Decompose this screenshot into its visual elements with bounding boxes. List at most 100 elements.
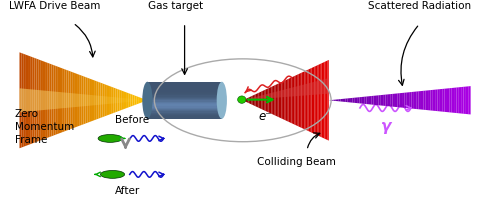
Polygon shape [118, 97, 120, 103]
Bar [147, 110, 222, 111]
Polygon shape [307, 69, 308, 131]
Polygon shape [321, 80, 323, 94]
Polygon shape [124, 98, 126, 102]
Polygon shape [276, 84, 277, 116]
Polygon shape [77, 74, 79, 127]
Polygon shape [447, 88, 449, 112]
Polygon shape [263, 90, 264, 110]
Polygon shape [30, 89, 32, 111]
Polygon shape [271, 86, 273, 114]
Polygon shape [279, 91, 280, 97]
Polygon shape [362, 97, 364, 104]
Polygon shape [64, 92, 67, 108]
Polygon shape [310, 68, 311, 133]
Polygon shape [295, 75, 296, 125]
Polygon shape [67, 93, 68, 108]
Polygon shape [109, 97, 111, 104]
Bar [147, 84, 222, 85]
Polygon shape [371, 96, 374, 105]
Polygon shape [43, 90, 45, 110]
Text: Before: Before [115, 115, 149, 125]
Bar [147, 115, 222, 116]
Polygon shape [435, 89, 438, 111]
Polygon shape [407, 92, 409, 108]
Polygon shape [86, 77, 88, 123]
Polygon shape [128, 93, 130, 107]
Polygon shape [400, 93, 402, 108]
Polygon shape [395, 94, 397, 107]
Polygon shape [440, 89, 442, 112]
Polygon shape [319, 64, 320, 136]
Polygon shape [412, 92, 414, 109]
Polygon shape [254, 97, 255, 99]
Polygon shape [81, 94, 83, 106]
Polygon shape [352, 98, 355, 103]
Polygon shape [253, 95, 254, 106]
Polygon shape [338, 99, 341, 101]
Polygon shape [26, 55, 28, 146]
Bar [147, 108, 222, 109]
Polygon shape [286, 79, 287, 121]
Polygon shape [267, 94, 268, 98]
Polygon shape [397, 93, 400, 107]
Polygon shape [423, 91, 426, 110]
Polygon shape [464, 87, 466, 114]
Polygon shape [313, 67, 314, 134]
Polygon shape [56, 66, 58, 135]
Polygon shape [37, 90, 39, 111]
Bar [147, 94, 222, 95]
Polygon shape [71, 93, 73, 107]
Polygon shape [324, 61, 326, 139]
Polygon shape [263, 95, 264, 99]
Polygon shape [126, 98, 128, 102]
Polygon shape [26, 89, 28, 112]
Polygon shape [253, 97, 254, 99]
Polygon shape [381, 95, 383, 106]
Polygon shape [357, 97, 360, 103]
Polygon shape [303, 84, 305, 96]
Polygon shape [103, 96, 105, 104]
Bar [147, 92, 222, 93]
Polygon shape [137, 96, 139, 104]
Polygon shape [264, 90, 266, 111]
Polygon shape [88, 78, 90, 123]
Polygon shape [409, 92, 412, 109]
Polygon shape [303, 71, 305, 129]
Polygon shape [292, 87, 293, 97]
Polygon shape [311, 67, 313, 133]
Polygon shape [290, 77, 292, 123]
Polygon shape [109, 86, 111, 115]
Polygon shape [24, 89, 26, 112]
Polygon shape [58, 67, 60, 134]
Polygon shape [308, 83, 310, 95]
Polygon shape [283, 81, 284, 120]
Polygon shape [316, 81, 317, 95]
Polygon shape [49, 63, 52, 137]
Bar [147, 83, 222, 84]
Polygon shape [343, 99, 345, 102]
Polygon shape [261, 95, 263, 99]
Ellipse shape [100, 170, 125, 178]
Polygon shape [421, 91, 423, 110]
Polygon shape [133, 99, 134, 102]
Polygon shape [314, 82, 316, 95]
Polygon shape [83, 94, 86, 106]
Polygon shape [260, 95, 261, 99]
Polygon shape [62, 92, 64, 108]
Polygon shape [326, 78, 327, 94]
Polygon shape [308, 69, 310, 132]
Polygon shape [126, 92, 128, 108]
Polygon shape [113, 97, 115, 104]
Polygon shape [273, 92, 274, 98]
Polygon shape [133, 95, 134, 106]
Polygon shape [64, 69, 67, 131]
Polygon shape [378, 95, 381, 106]
Bar [147, 104, 222, 105]
Polygon shape [94, 80, 96, 120]
Polygon shape [310, 83, 311, 95]
Polygon shape [284, 89, 286, 97]
Polygon shape [286, 89, 287, 97]
Polygon shape [250, 98, 251, 100]
Polygon shape [54, 65, 56, 135]
Bar [147, 93, 222, 94]
